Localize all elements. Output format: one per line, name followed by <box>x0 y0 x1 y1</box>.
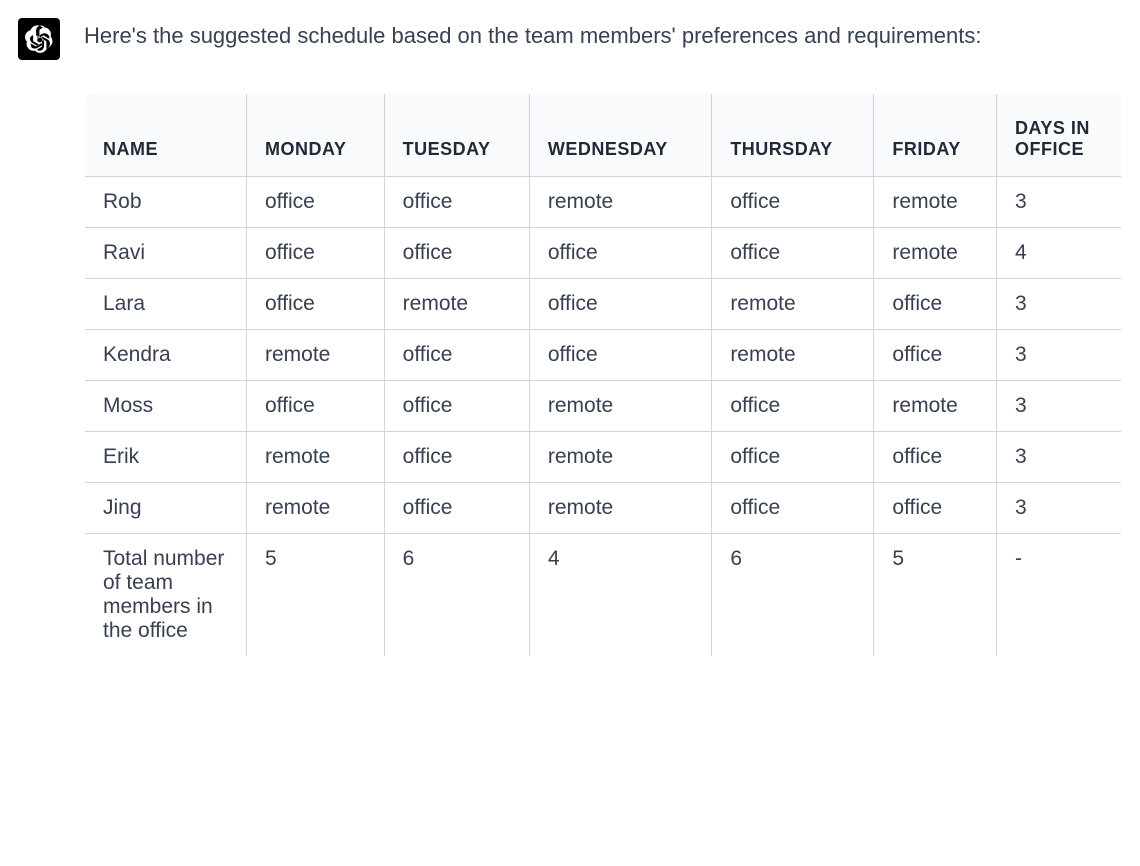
cell-monday: office <box>247 177 385 228</box>
cell-monday: office <box>247 279 385 330</box>
cell-friday: remote <box>874 228 997 279</box>
table-row: Lara office remote office remote office … <box>85 279 1122 330</box>
openai-logo-icon <box>25 25 53 53</box>
table-row: Erik remote office remote office office … <box>85 432 1122 483</box>
cell-days: 3 <box>997 330 1122 381</box>
table-body: Rob office office remote office remote 3… <box>85 177 1122 657</box>
cell-friday: remote <box>874 381 997 432</box>
cell-days: 3 <box>997 432 1122 483</box>
cell-name: Ravi <box>85 228 247 279</box>
table-header-row: NAME MONDAY TUESDAY WEDNESDAY THURSDAY F… <box>85 94 1122 177</box>
table-row: Ravi office office office office remote … <box>85 228 1122 279</box>
cell-wednesday: office <box>529 228 711 279</box>
cell-monday: remote <box>247 432 385 483</box>
cell-tuesday: office <box>384 483 529 534</box>
cell-wednesday: office <box>529 330 711 381</box>
cell-name: Lara <box>85 279 247 330</box>
cell-tuesday: 6 <box>384 534 529 657</box>
column-header-days-in-office: DAYS IN OFFICE <box>997 94 1122 177</box>
cell-thursday: 6 <box>712 534 874 657</box>
assistant-message: Here's the suggested schedule based on t… <box>18 18 1122 657</box>
column-header-wednesday: WEDNESDAY <box>529 94 711 177</box>
column-header-thursday: THURSDAY <box>712 94 874 177</box>
cell-wednesday: 4 <box>529 534 711 657</box>
cell-friday: remote <box>874 177 997 228</box>
cell-days: 3 <box>997 279 1122 330</box>
cell-days: - <box>997 534 1122 657</box>
table-row: Moss office office remote office remote … <box>85 381 1122 432</box>
cell-days: 3 <box>997 381 1122 432</box>
cell-thursday: office <box>712 177 874 228</box>
assistant-avatar <box>18 18 60 60</box>
cell-wednesday: remote <box>529 381 711 432</box>
table-row-totals: Total number of team members in the offi… <box>85 534 1122 657</box>
cell-name: Kendra <box>85 330 247 381</box>
cell-days: 4 <box>997 228 1122 279</box>
cell-friday: office <box>874 432 997 483</box>
cell-thursday: office <box>712 228 874 279</box>
cell-monday: remote <box>247 483 385 534</box>
cell-days: 3 <box>997 177 1122 228</box>
cell-name: Moss <box>85 381 247 432</box>
schedule-table: NAME MONDAY TUESDAY WEDNESDAY THURSDAY F… <box>84 93 1122 657</box>
cell-thursday: remote <box>712 279 874 330</box>
cell-name: Total number of team members in the offi… <box>85 534 247 657</box>
cell-friday: 5 <box>874 534 997 657</box>
cell-wednesday: remote <box>529 432 711 483</box>
column-header-monday: MONDAY <box>247 94 385 177</box>
cell-wednesday: office <box>529 279 711 330</box>
cell-days: 3 <box>997 483 1122 534</box>
intro-paragraph: Here's the suggested schedule based on t… <box>84 18 1122 53</box>
cell-monday: office <box>247 381 385 432</box>
cell-tuesday: remote <box>384 279 529 330</box>
cell-tuesday: office <box>384 228 529 279</box>
cell-monday: office <box>247 228 385 279</box>
cell-wednesday: remote <box>529 483 711 534</box>
table-row: Kendra remote office office remote offic… <box>85 330 1122 381</box>
table-row: Jing remote office remote office office … <box>85 483 1122 534</box>
message-body: Here's the suggested schedule based on t… <box>84 18 1122 657</box>
cell-friday: office <box>874 330 997 381</box>
cell-monday: 5 <box>247 534 385 657</box>
cell-tuesday: office <box>384 381 529 432</box>
cell-name: Jing <box>85 483 247 534</box>
cell-tuesday: office <box>384 432 529 483</box>
cell-thursday: office <box>712 483 874 534</box>
column-header-friday: FRIDAY <box>874 94 997 177</box>
cell-name: Erik <box>85 432 247 483</box>
cell-thursday: office <box>712 432 874 483</box>
cell-wednesday: remote <box>529 177 711 228</box>
column-header-tuesday: TUESDAY <box>384 94 529 177</box>
cell-thursday: office <box>712 381 874 432</box>
cell-monday: remote <box>247 330 385 381</box>
cell-thursday: remote <box>712 330 874 381</box>
cell-friday: office <box>874 483 997 534</box>
table-row: Rob office office remote office remote 3 <box>85 177 1122 228</box>
cell-tuesday: office <box>384 330 529 381</box>
cell-tuesday: office <box>384 177 529 228</box>
cell-friday: office <box>874 279 997 330</box>
column-header-name: NAME <box>85 94 247 177</box>
cell-name: Rob <box>85 177 247 228</box>
